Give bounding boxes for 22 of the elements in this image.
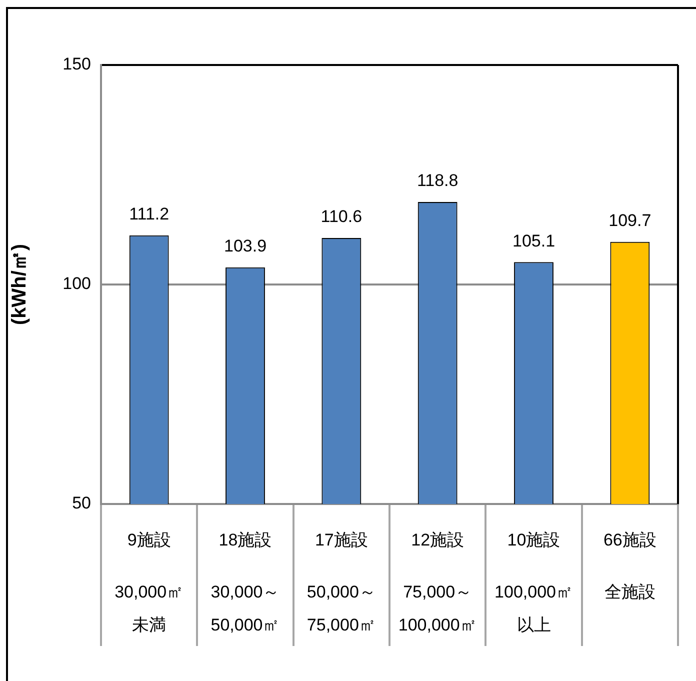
y-axis-title: (kWh/㎡) bbox=[8, 244, 31, 326]
x-tick-label: 30,000㎡未満 bbox=[114, 582, 184, 635]
text: 10施設 bbox=[507, 530, 560, 550]
data-label: 111.2 bbox=[129, 204, 170, 224]
text: 17施設 bbox=[314, 530, 368, 550]
y-tick-label: 150 bbox=[62, 54, 91, 74]
x-tick-label: 75,000～100,000㎡ bbox=[398, 582, 477, 635]
x-tick-label: 50,000～75,000㎡ bbox=[306, 582, 376, 635]
data-label: 109.7 bbox=[608, 211, 652, 230]
text: 18施設 bbox=[218, 530, 272, 550]
data-label: 105.1 bbox=[512, 231, 556, 250]
text: 12施設 bbox=[411, 530, 464, 550]
y-tick-label: 50 bbox=[72, 494, 91, 513]
text: 9施設 bbox=[127, 530, 171, 550]
x-tick-label: 30,000～50,000㎡ bbox=[210, 582, 280, 635]
x-tick-label: 100,000㎡以上 bbox=[494, 582, 573, 635]
data-label: 103.9 bbox=[224, 236, 267, 256]
x-tick-label: 全施設 bbox=[604, 582, 656, 602]
text: 66施設 bbox=[603, 530, 656, 550]
y-tick-label: 100 bbox=[62, 274, 91, 294]
data-label: 118.8 bbox=[416, 171, 458, 190]
data-label: 110.6 bbox=[320, 207, 362, 226]
